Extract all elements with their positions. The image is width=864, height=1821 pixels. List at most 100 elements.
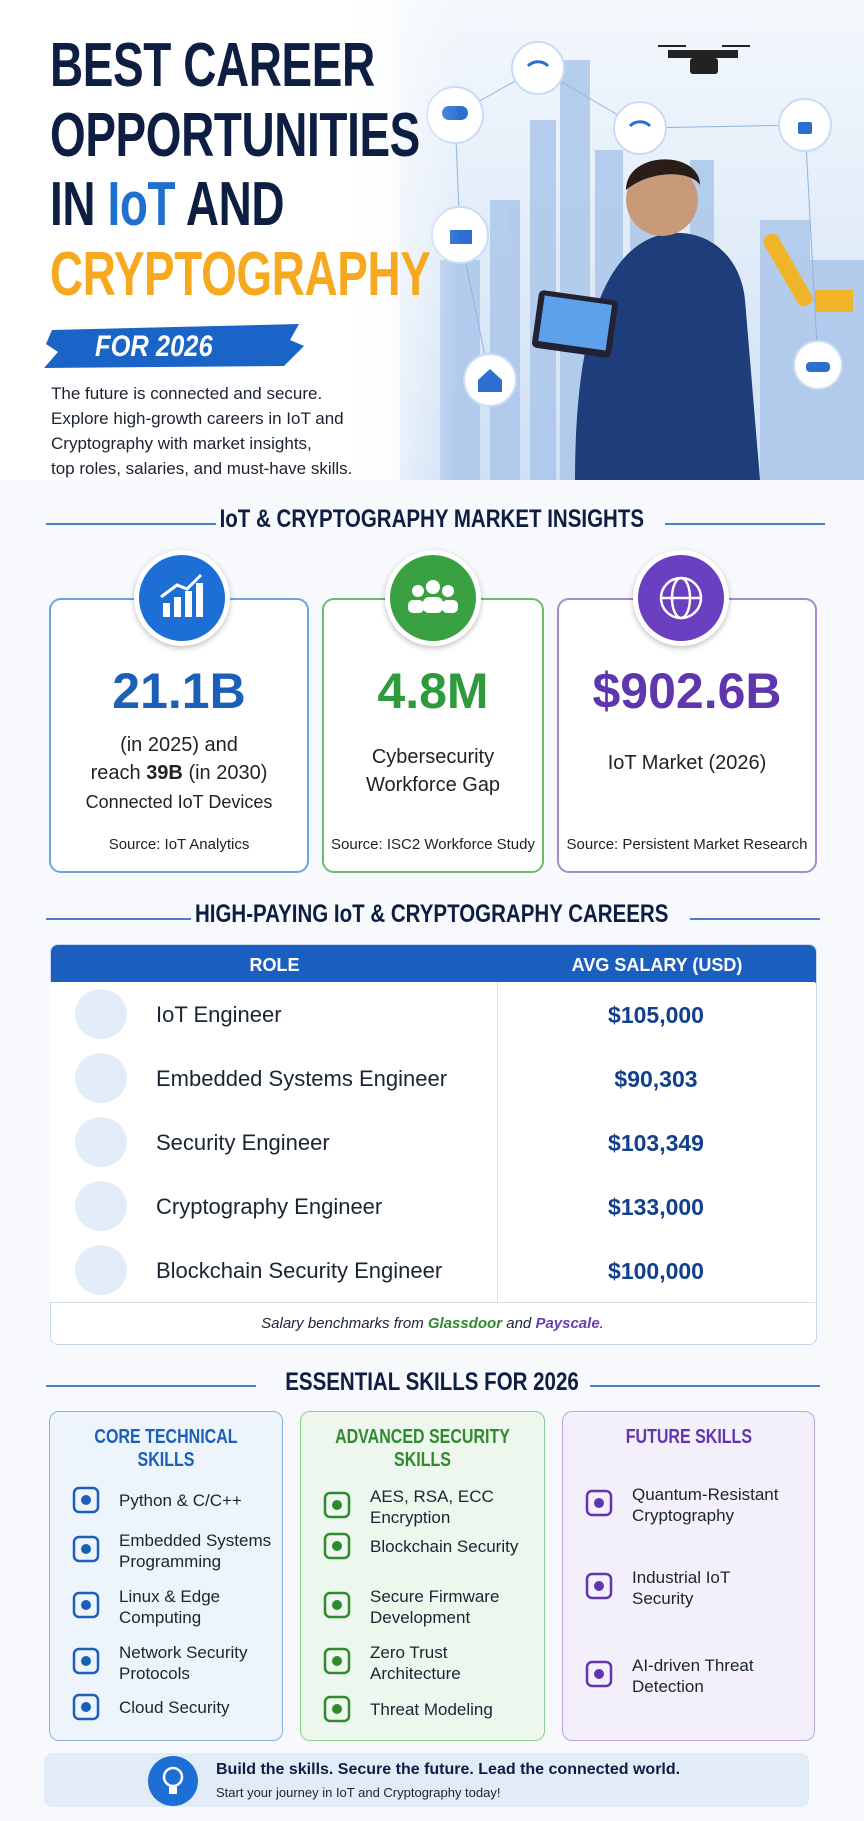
section-heading: HIGH-PAYING IoT & CRYPTOGRAPHY CAREERS bbox=[0, 900, 864, 929]
insight-icon bbox=[134, 550, 230, 646]
title-highlight: IoT bbox=[107, 170, 176, 239]
skill-line: Security bbox=[632, 1589, 694, 1608]
skill-line: Programming bbox=[119, 1552, 222, 1571]
table-row: Embedded Systems Engineer $90,303 bbox=[50, 1046, 815, 1111]
table-row: Blockchain Security Engineer $100,000 bbox=[50, 1238, 815, 1303]
insight-value: 21.1B bbox=[112, 663, 246, 719]
title-line: IN IoT AND bbox=[50, 174, 285, 236]
skill-icon bbox=[72, 1591, 100, 1619]
insight-icon bbox=[385, 550, 481, 646]
icon bbox=[659, 576, 703, 620]
salary: $100,000 bbox=[608, 1258, 704, 1284]
divider bbox=[690, 918, 820, 920]
skill-item: Network Security Protocols bbox=[119, 1642, 247, 1684]
row-divider bbox=[497, 1174, 498, 1238]
row-divider bbox=[497, 1110, 498, 1174]
title-text: ADVANCED SECURITY SKILLS bbox=[335, 1426, 510, 1471]
table-header bbox=[51, 945, 816, 983]
skill-item: Threat Modeling bbox=[370, 1699, 493, 1720]
title-text: FUTURE SKILLS bbox=[625, 1426, 752, 1448]
note-source: Payscale bbox=[535, 1315, 600, 1332]
description-line: Explore high-growth careers in IoT and bbox=[51, 409, 344, 428]
skill-item: Quantum-Resistant Cryptography bbox=[632, 1484, 778, 1526]
skill-line: Threat Modeling bbox=[370, 1700, 493, 1719]
skill-item: AES, RSA, ECC Encryption bbox=[370, 1486, 494, 1528]
title-word: AND bbox=[185, 170, 285, 239]
role-icon bbox=[75, 1245, 127, 1295]
skill-icon bbox=[72, 1647, 100, 1675]
title-line: OPPORTUNITIES bbox=[50, 101, 420, 170]
footer-headline: Build the skills. Secure the future. Lea… bbox=[216, 1761, 681, 1778]
skill-item: Embedded Systems Programming bbox=[119, 1530, 271, 1572]
skill-icon bbox=[323, 1695, 351, 1723]
skill-icon bbox=[323, 1491, 351, 1519]
divider bbox=[46, 523, 216, 525]
skill-column: CORE TECHNICAL SKILLS bbox=[49, 1411, 283, 1741]
table-row: Security Engineer $103,349 bbox=[50, 1110, 815, 1175]
heading-text: HIGH-PAYING IoT & CRYPTOGRAPHY CAREERS bbox=[195, 900, 669, 928]
note-text: and bbox=[506, 1315, 532, 1332]
row-divider bbox=[497, 1238, 498, 1302]
skill-line: Embedded Systems bbox=[119, 1531, 272, 1550]
skill-line: Development bbox=[370, 1608, 471, 1627]
section-heading: ESSENTIAL SKILLS FOR 2026 bbox=[0, 1368, 864, 1397]
skill-icon bbox=[585, 1572, 613, 1600]
insight-source: Source: IoT Analytics bbox=[108, 836, 250, 853]
insight-text: (in 2025) and bbox=[120, 734, 238, 756]
salary: $90,303 bbox=[614, 1066, 698, 1092]
insight-icon bbox=[633, 550, 729, 646]
divider bbox=[590, 1385, 820, 1387]
insight-label: Connected IoT Devices bbox=[85, 792, 273, 812]
skill-line: Quantum-Resistant bbox=[632, 1485, 779, 1504]
table-row: Cryptography Engineer $133,000 bbox=[50, 1174, 815, 1239]
skill-item: Industrial IoT Security bbox=[632, 1567, 730, 1609]
badge-text: FOR 2026 bbox=[95, 330, 213, 363]
title-word: IN bbox=[50, 170, 96, 239]
row-divider bbox=[497, 1046, 498, 1110]
skill-line: Detection bbox=[632, 1677, 704, 1696]
heading-text: IoT & CRYPTOGRAPHY MARKET INSIGHTS bbox=[219, 505, 645, 533]
skill-line: Zero Trust bbox=[370, 1643, 448, 1662]
role-name: Security Engineer bbox=[156, 1130, 330, 1155]
skill-icon bbox=[323, 1647, 351, 1675]
skill-line: Cloud Security bbox=[119, 1698, 230, 1717]
skill-column-title: ADVANCED SECURITY SKILLS bbox=[301, 1426, 544, 1472]
skill-item: AI-driven Threat Detection bbox=[632, 1655, 754, 1697]
role-icon bbox=[75, 989, 127, 1039]
insight-label: Cybersecurity bbox=[371, 746, 495, 768]
skill-line: AI-driven Threat bbox=[632, 1656, 754, 1675]
skill-line: Architecture bbox=[370, 1664, 461, 1683]
table-note: Salary benchmarks from Glassdoor and Pay… bbox=[50, 1315, 815, 1332]
skill-icon bbox=[585, 1660, 613, 1688]
skill-icon bbox=[585, 1489, 613, 1517]
note-source: Glassdoor bbox=[427, 1315, 503, 1332]
skill-column-title: FUTURE SKILLS bbox=[563, 1426, 814, 1449]
skill-icon bbox=[72, 1486, 100, 1514]
section-heading: IoT & CRYPTOGRAPHY MARKET INSIGHTS bbox=[0, 505, 864, 534]
footer-subline: Start your journey in IoT and Cryptograp… bbox=[216, 1785, 501, 1800]
salary: $133,000 bbox=[608, 1194, 704, 1220]
skill-item: Secure Firmware Development bbox=[370, 1586, 499, 1628]
icon bbox=[408, 580, 458, 613]
skill-item: Blockchain Security bbox=[370, 1536, 518, 1557]
divider bbox=[46, 918, 191, 920]
note-text: . bbox=[599, 1315, 604, 1332]
skill-column: ADVANCED SECURITY SKILLS bbox=[300, 1411, 545, 1741]
title-line: BEST CAREER bbox=[50, 31, 375, 100]
role-name: IoT Engineer bbox=[156, 1002, 282, 1027]
skill-column-title: CORE TECHNICAL SKILLS bbox=[50, 1426, 282, 1472]
description-line: The future is connected and secure. bbox=[51, 384, 323, 403]
column-header: ROLE bbox=[249, 955, 300, 975]
skill-item: Linux & Edge Computing bbox=[119, 1586, 220, 1628]
table-row: IoT Engineer $105,000 bbox=[50, 982, 815, 1047]
insight-value: 4.8M bbox=[377, 663, 489, 719]
skill-line: Network Security bbox=[119, 1643, 248, 1662]
role-name: Blockchain Security Engineer bbox=[156, 1258, 443, 1283]
hero-fade bbox=[0, 0, 460, 480]
hero-illustration bbox=[400, 0, 864, 480]
divider bbox=[46, 1385, 256, 1387]
text-bold: 39B bbox=[146, 762, 183, 784]
skill-line: Linux & Edge bbox=[119, 1587, 221, 1606]
divider bbox=[665, 523, 825, 525]
skill-icon bbox=[323, 1532, 351, 1560]
